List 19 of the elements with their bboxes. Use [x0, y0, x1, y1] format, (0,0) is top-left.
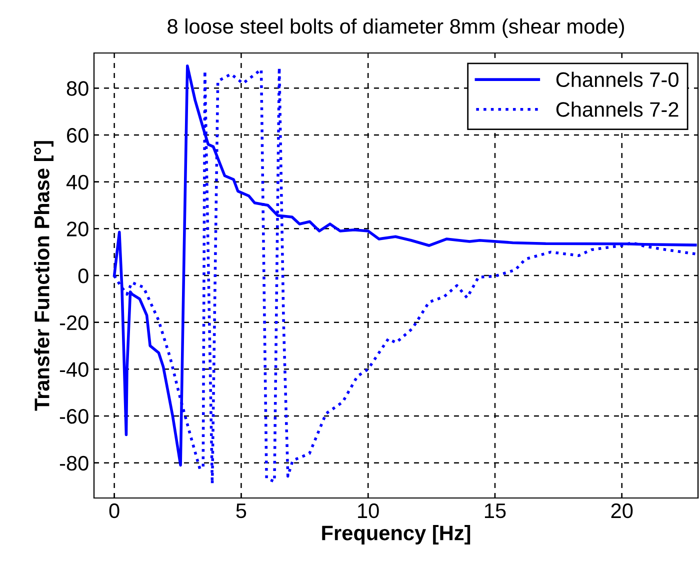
chart-title: 8 loose steel bolts of diameter 8mm (shear mode) [168, 18, 624, 38]
x-tick-label: 15 [484, 504, 506, 518]
y-tick-label: 40 [66, 174, 88, 190]
legend-label: Channels 7-2 [556, 102, 678, 117]
y-axis-title: Transfer Function Phase [°] [34, 141, 54, 411]
x-tick-label: 20 [611, 503, 633, 518]
y-tick-label: 60 [67, 128, 88, 143]
y-tick-label: -20 [60, 315, 88, 330]
y-tick-label: -60 [60, 409, 88, 424]
y-tick-label: 80 [66, 81, 88, 96]
x-tick-label: 10 [358, 503, 379, 518]
x-tick-label: 5 [236, 504, 246, 518]
x-axis-title: Frequency [Hz] [322, 525, 470, 544]
y-tick-label: 20 [67, 222, 88, 236]
x-tick-label: 0 [109, 503, 120, 518]
y-tick-label: -80 [60, 456, 88, 471]
y-tick-label: 0 [78, 268, 88, 284]
legend-label: Channels 7-0 [556, 72, 678, 88]
y-tick-label: -40 [60, 362, 88, 377]
